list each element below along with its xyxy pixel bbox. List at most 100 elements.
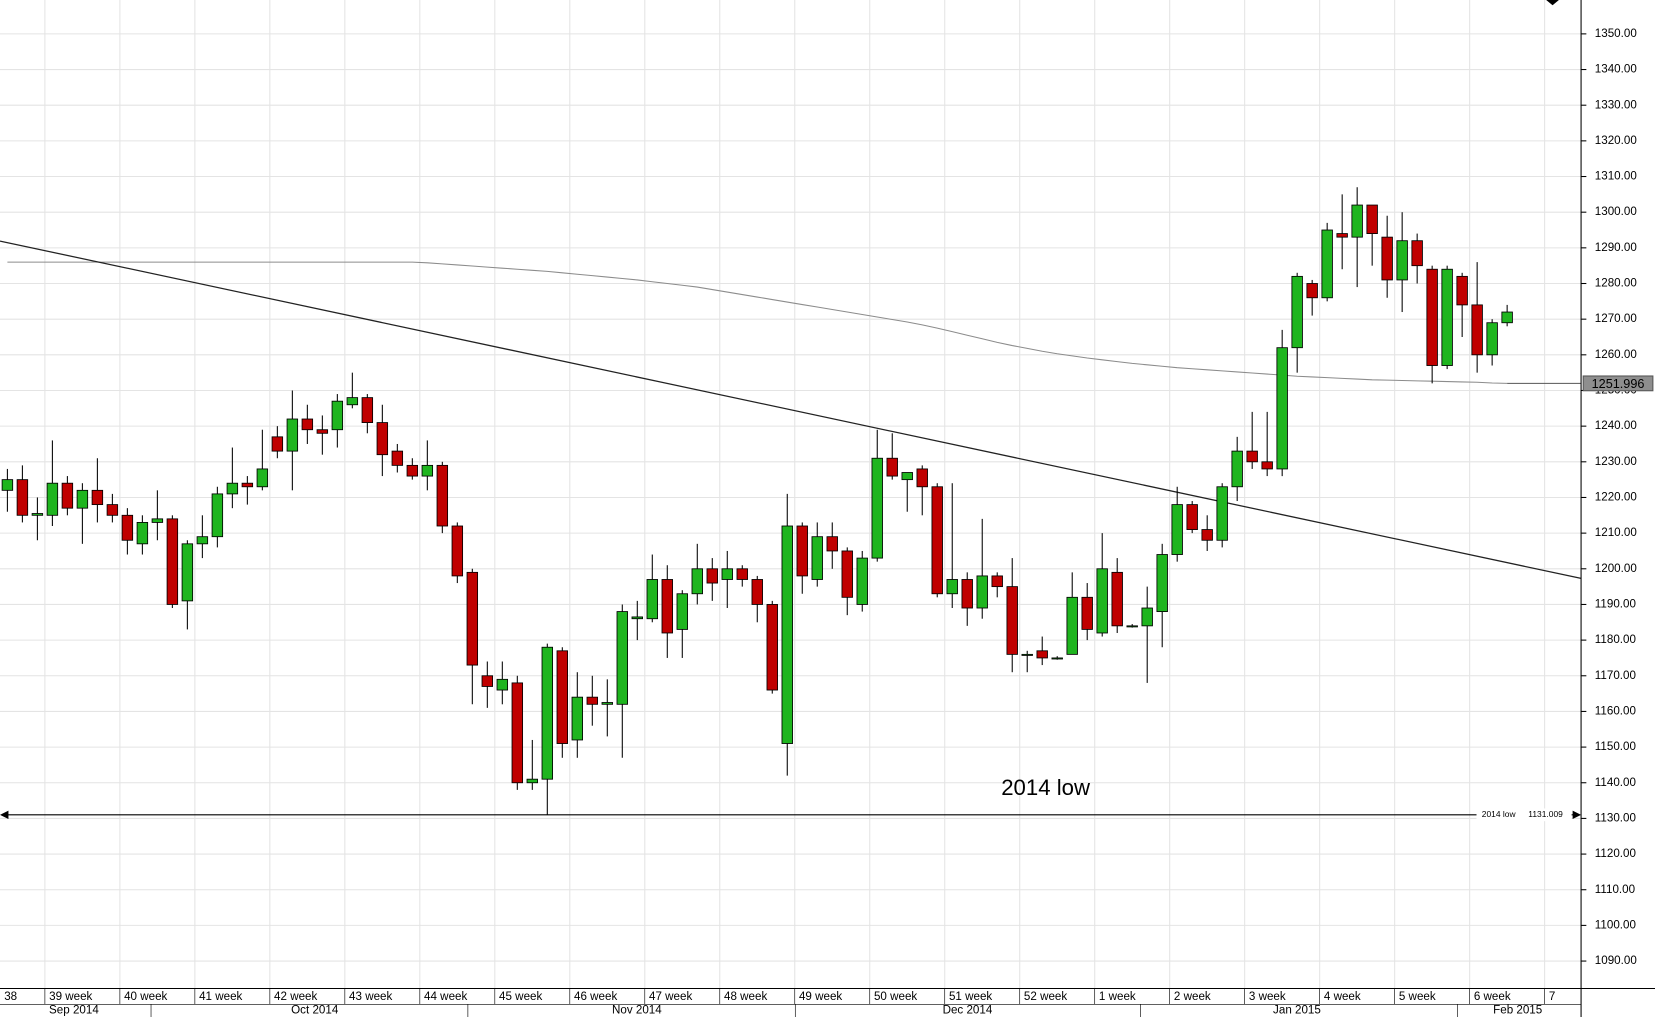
y-tick-label: 1220.00 <box>1595 491 1637 504</box>
candle-body <box>91 489 104 506</box>
annotation: 2014 low <box>1001 775 1091 800</box>
candle-body <box>991 575 1003 588</box>
candle-body <box>1246 450 1258 463</box>
candle-body <box>376 422 389 456</box>
month-label: Sep 2014 <box>49 1004 99 1017</box>
scroll-marker <box>1546 0 1559 6</box>
candle-body <box>481 675 494 687</box>
moving-average <box>7 261 1508 384</box>
candle-body <box>451 525 464 577</box>
candle-body <box>166 518 179 605</box>
candle-body <box>631 616 643 620</box>
candle-body <box>1321 229 1333 299</box>
candle-body <box>661 579 673 634</box>
y-tick-label: 1270.00 <box>1595 312 1637 325</box>
y-tick-label: 1350.00 <box>1595 27 1637 40</box>
candle-body <box>601 702 613 705</box>
month-label: Jan 2015 <box>1273 1004 1321 1017</box>
candle-body <box>616 611 628 705</box>
candle-body <box>1381 236 1393 281</box>
candle-body <box>556 650 569 744</box>
week-label: 43 week <box>349 990 392 1003</box>
candle-body <box>511 682 524 784</box>
candle-body <box>1426 268 1438 366</box>
candle-body <box>1231 450 1243 488</box>
candle-body <box>721 568 733 580</box>
candle-body <box>196 536 209 545</box>
candle-body <box>436 464 449 527</box>
week-label: 3 week <box>1249 990 1286 1003</box>
candle-body <box>466 571 479 666</box>
candle-body <box>391 450 404 466</box>
trendline <box>0 240 1582 580</box>
y-tick-label: 1210.00 <box>1595 526 1637 539</box>
y-tick-label: 1300.00 <box>1595 205 1637 218</box>
y-tick-label: 1320.00 <box>1595 134 1637 147</box>
candle-body <box>406 464 419 477</box>
candle-body <box>856 557 868 605</box>
y-tick-label: 1310.00 <box>1595 170 1637 183</box>
arrow-right <box>1572 810 1582 820</box>
week-label: 42 week <box>274 990 317 1003</box>
candle-body <box>346 397 359 406</box>
candle-body <box>1441 268 1453 366</box>
y-tick-label: 1330.00 <box>1595 98 1637 111</box>
candle-body <box>976 575 988 609</box>
candle-body <box>76 489 89 509</box>
y-tick-label: 1110.00 <box>1595 883 1635 896</box>
week-label: 47 week <box>649 990 692 1003</box>
candle-body <box>1156 554 1168 613</box>
candle-body <box>691 568 703 595</box>
candle-body <box>706 568 718 584</box>
low-line-label: 2014 low <box>1482 809 1517 819</box>
y-tick-label: 1290.00 <box>1595 241 1637 254</box>
candle-body <box>241 482 254 488</box>
candle-body <box>136 522 149 545</box>
week-label: 5 week <box>1399 990 1436 1003</box>
candle-body <box>331 400 344 431</box>
y-tick-label: 1100.00 <box>1595 918 1636 931</box>
candle-body <box>1456 275 1468 306</box>
candle-body <box>796 525 808 577</box>
candle-body <box>1396 240 1408 281</box>
candle-body <box>1186 504 1198 530</box>
candle-body <box>496 678 509 691</box>
week-label: 50 week <box>874 990 917 1003</box>
candle-body <box>1501 311 1513 324</box>
candle-body <box>1471 304 1483 356</box>
candle-body <box>1291 275 1303 349</box>
candle-body <box>1201 529 1213 541</box>
candle-body <box>301 418 314 431</box>
candle-body <box>646 579 658 620</box>
candle-body <box>181 543 194 602</box>
month-label: Nov 2014 <box>612 1004 662 1017</box>
y-tick-label: 1340.00 <box>1595 63 1637 76</box>
candle-body <box>766 604 778 691</box>
candle-body <box>211 493 224 538</box>
candle-body <box>586 696 598 705</box>
candle-body <box>31 513 44 516</box>
candle-body <box>541 646 554 780</box>
candle-body <box>1036 650 1048 659</box>
y-tick-label: 1280.00 <box>1595 277 1637 290</box>
week-label: 52 week <box>1024 990 1067 1003</box>
candle-body <box>946 579 958 595</box>
candle-body <box>1486 322 1498 356</box>
candle-body <box>106 504 119 516</box>
candle-body <box>256 468 269 488</box>
candle-body <box>1006 586 1018 655</box>
week-label: 40 week <box>124 990 167 1003</box>
candle-body <box>901 472 913 481</box>
y-tick-label: 1120.00 <box>1595 847 1636 860</box>
candle-body <box>1276 347 1288 470</box>
candle-body <box>751 579 763 605</box>
candle-body <box>1066 596 1078 655</box>
week-label: 51 week <box>949 990 992 1003</box>
candle-body <box>676 593 688 630</box>
candle-body <box>1216 486 1228 541</box>
candle-body <box>871 457 883 559</box>
week-label: 44 week <box>424 990 467 1003</box>
week-label: 2 week <box>1174 990 1211 1003</box>
candle-body <box>61 482 74 509</box>
